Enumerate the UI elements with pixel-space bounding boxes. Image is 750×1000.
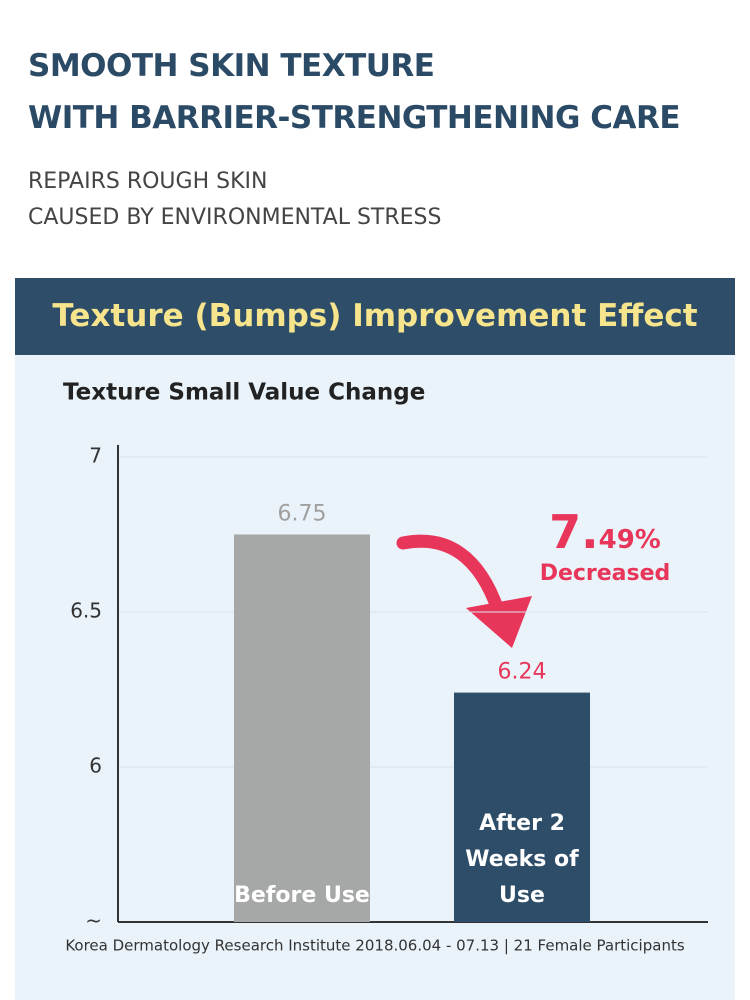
- bar: [234, 534, 370, 922]
- title-line: WITH BARRIER-STRENGTHENING CARE: [28, 100, 681, 136]
- value-label: 6.75: [278, 502, 327, 527]
- annotation: 7.49% Decreased: [520, 505, 690, 586]
- arrow-head: [466, 596, 532, 648]
- value-label: 6.24: [498, 660, 547, 685]
- annotation-value: 7.49%: [549, 505, 661, 559]
- y-tick-label: 6.5: [70, 599, 102, 623]
- annotation-text: Decreased: [539, 561, 671, 586]
- subtitle-line: CAUSED BY ENVIRONMENTAL STRESS: [28, 205, 442, 230]
- subtitle-line: REPAIRS ROUGH SKIN: [28, 169, 268, 194]
- title-line: SMOOTH SKIN TEXTURE: [28, 48, 435, 84]
- category-label: Before Use: [234, 883, 370, 908]
- chart-title: Texture Small Value Change: [63, 380, 425, 406]
- banner: Texture (Bumps) Improvement Effect: [15, 278, 735, 355]
- bar: [454, 692, 590, 922]
- y-tick-label: 6: [89, 754, 102, 778]
- category-label: After 2 Weeks of Use: [465, 811, 579, 908]
- arrow: [396, 534, 505, 617]
- y-tick-label: ~: [85, 909, 102, 933]
- y-tick-label: 7: [89, 444, 102, 468]
- source-note: Korea Dermatology Research Institute 201…: [65, 937, 684, 955]
- chart-panel: [15, 355, 735, 1000]
